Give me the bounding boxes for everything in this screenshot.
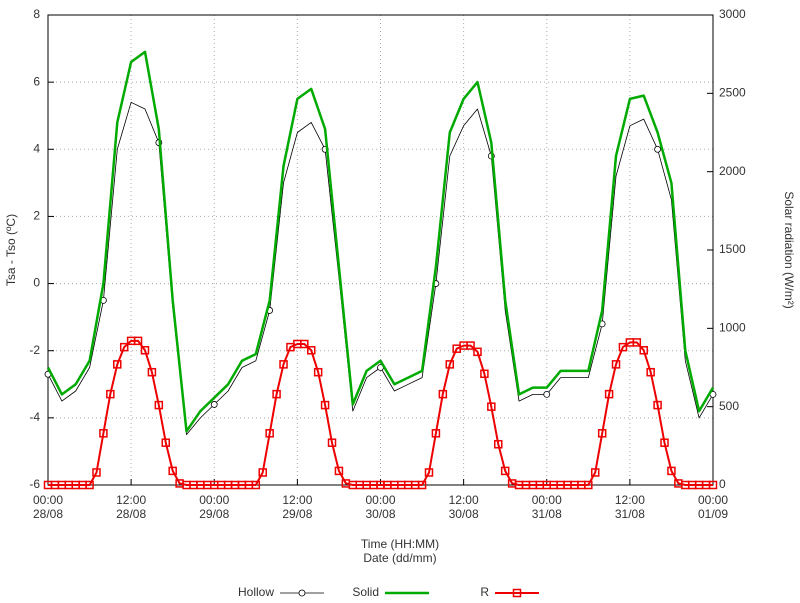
data-point (85, 480, 94, 490)
data-point (543, 390, 551, 398)
data-point (708, 480, 718, 490)
data-point (466, 341, 475, 350)
data-point (590, 468, 600, 477)
data-point (154, 400, 164, 410)
y-tick-label: 2 (33, 209, 40, 223)
y2-tick-label: 1500 (719, 242, 746, 256)
data-point (313, 367, 323, 377)
y-tick-label: 0 (33, 276, 40, 290)
x-tick-label: 12:00 31/08 (614, 493, 645, 521)
data-point (92, 468, 101, 477)
data-point (632, 338, 642, 347)
data-point (445, 360, 455, 369)
y-tick-label: 4 (33, 141, 40, 155)
data-point (424, 468, 434, 477)
y2-tick-label: 0 (719, 477, 726, 491)
data-point (646, 367, 655, 377)
data-point (251, 480, 261, 490)
data-point (265, 429, 274, 438)
legend-marker (512, 588, 522, 598)
data-point (438, 389, 448, 399)
legend-label: R (480, 585, 489, 599)
data-point (327, 438, 337, 447)
data-point (494, 440, 503, 449)
x-tick-label: 00:00 31/08 (531, 493, 562, 521)
data-point (639, 346, 648, 355)
data-point (611, 360, 621, 369)
data-point (618, 342, 628, 352)
series-line (47, 101, 714, 435)
data-point (660, 438, 669, 447)
data-point (99, 429, 108, 438)
data-point (113, 360, 122, 369)
plot-frame (47, 14, 714, 486)
data-point (258, 468, 267, 477)
y2-axis-label: Solar radiation (W/m²) (782, 191, 796, 308)
data-point (604, 389, 614, 399)
data-point (584, 480, 593, 490)
data-point (480, 369, 489, 379)
data-point (667, 466, 676, 476)
data-point (168, 466, 177, 476)
y-axis-label: Tsa - Tso (ºC) (4, 214, 18, 286)
legend-label: Hollow (238, 585, 274, 599)
data-point (653, 400, 662, 410)
y-tick-label: -4 (29, 410, 40, 424)
data-point (133, 336, 143, 346)
x-tick-label: 00:00 28/08 (32, 493, 64, 521)
data-point (500, 466, 510, 476)
data-point (119, 342, 129, 352)
data-point (161, 438, 171, 447)
y-tick-label: 6 (33, 74, 40, 88)
y2-tick-label: 2000 (719, 164, 746, 178)
y2-tick-label: 1000 (719, 321, 746, 335)
data-point (140, 346, 150, 355)
data-point (597, 429, 607, 438)
x-tick-label: 00:00 01/09 (697, 493, 729, 521)
series-line (48, 339, 713, 486)
x-tick-label: 00:00 29/08 (199, 493, 230, 521)
y-tick-label: -2 (29, 343, 40, 357)
y2-tick-label: 3000 (719, 7, 746, 21)
data-point (272, 389, 281, 399)
data-point (320, 400, 330, 410)
x-tick-label: 12:00 28/08 (116, 493, 147, 521)
data-point (106, 389, 115, 399)
x-tick-label: 12:00 30/08 (448, 493, 479, 521)
data-point (210, 401, 218, 408)
y2-tick-label: 500 (719, 399, 739, 413)
y-tick-label: -6 (29, 477, 40, 491)
legend-label: Solid (352, 585, 379, 599)
data-point (279, 360, 288, 369)
data-point (300, 339, 309, 349)
x-tick-label: 00:00 30/08 (365, 493, 396, 521)
x-tick-label: 12:00 29/08 (282, 493, 313, 521)
data-point (417, 480, 427, 490)
data-point (334, 466, 344, 476)
y2-tick-label: 2500 (719, 86, 746, 100)
data-point (306, 346, 316, 355)
data-point (654, 145, 661, 153)
x-axis-label: Time (HH:MM) Date (dd/mm) (360, 537, 440, 565)
y-tick-label: 8 (33, 7, 40, 21)
data-point (487, 402, 496, 411)
data-point (431, 429, 441, 438)
legend-marker (298, 589, 306, 597)
data-point (473, 347, 482, 357)
series-line (46, 50, 715, 433)
data-point (147, 367, 157, 377)
